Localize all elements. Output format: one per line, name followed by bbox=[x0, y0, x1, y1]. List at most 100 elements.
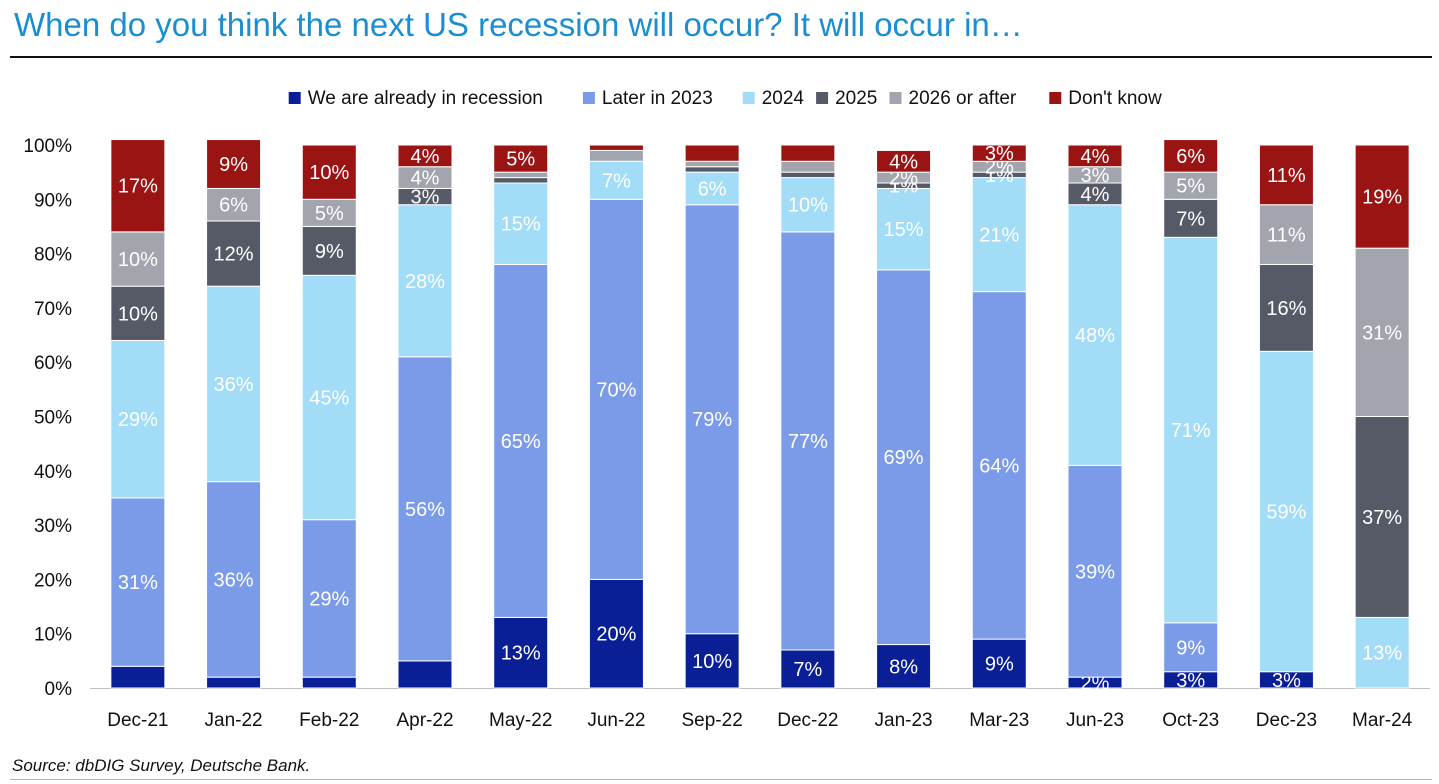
data-label: 3% bbox=[1081, 165, 1110, 187]
data-label: 10% bbox=[309, 162, 349, 184]
legend-item: Later in 2023 bbox=[582, 88, 713, 109]
data-label: 10% bbox=[788, 195, 828, 217]
bar-segment bbox=[1163, 139, 1219, 173]
bar-segment bbox=[1067, 204, 1123, 466]
y-tick-label: 70% bbox=[34, 299, 72, 320]
bar-segment bbox=[684, 633, 740, 689]
bar-segment bbox=[971, 144, 1027, 162]
legend-item: 2025 bbox=[816, 88, 877, 109]
x-axis: Dec-21 Jan-22 Feb-22 Apr-22 May-22 Jun-22 Sep-… bbox=[107, 710, 1412, 731]
bar-segment bbox=[1354, 144, 1410, 249]
data-label: 4% bbox=[411, 168, 440, 190]
bar-segment bbox=[1163, 236, 1219, 624]
bar-segment bbox=[780, 144, 836, 162]
data-label: 36% bbox=[214, 569, 254, 591]
legend-swatch bbox=[1049, 92, 1062, 104]
data-label: 29% bbox=[118, 409, 158, 431]
x-tick-label: May-22 bbox=[489, 710, 552, 731]
bar-segment bbox=[301, 676, 357, 689]
data-label: 77% bbox=[788, 431, 828, 453]
bar-column-Feb-22: 29% 45% 9% 5% 10% bbox=[301, 144, 357, 689]
bar-segment bbox=[301, 225, 357, 276]
bar-segment bbox=[1163, 198, 1219, 238]
bar-column-Jun-23: 2% 39% 48% 4%3%4% bbox=[1067, 144, 1123, 695]
x-tick-label: Dec-22 bbox=[777, 710, 838, 731]
bar-segment bbox=[206, 285, 262, 483]
legend-swatch bbox=[889, 92, 902, 104]
data-label: 7% bbox=[602, 170, 631, 192]
data-label: 29% bbox=[309, 588, 349, 610]
legend-label: Later in 2023 bbox=[602, 88, 713, 109]
legend-label: 2025 bbox=[835, 88, 877, 109]
data-label: 59% bbox=[1266, 502, 1306, 524]
y-tick-label: 20% bbox=[34, 570, 72, 591]
data-label: 71% bbox=[1171, 420, 1211, 442]
bar-segment bbox=[206, 139, 262, 189]
bar-column-Apr-22: 56%28%3%4%4% bbox=[397, 144, 453, 689]
bar-segment bbox=[684, 204, 740, 635]
legend-label: We are already in recession bbox=[308, 88, 543, 109]
x-tick-label: Jun-23 bbox=[1066, 710, 1124, 731]
data-label: 69% bbox=[884, 447, 924, 469]
bar-segment bbox=[588, 160, 644, 200]
x-tick-label: Dec-23 bbox=[1256, 710, 1317, 731]
legend-item: 2024 bbox=[742, 88, 804, 109]
data-label: 64% bbox=[979, 455, 1019, 477]
bar-segment bbox=[1354, 416, 1410, 618]
bar-segment bbox=[110, 139, 166, 233]
bar-column-Jun-22: 20% 70% 7% bbox=[588, 144, 644, 689]
bottom-divider bbox=[10, 779, 1432, 780]
data-label: 8% bbox=[889, 656, 918, 678]
data-label: 20% bbox=[596, 624, 636, 646]
data-label: 31% bbox=[1362, 322, 1402, 344]
bar-segment bbox=[876, 149, 932, 173]
legend-swatch bbox=[816, 92, 829, 104]
data-label: 6% bbox=[219, 195, 248, 217]
bar-segment bbox=[780, 160, 836, 173]
bar-segment bbox=[1163, 622, 1219, 673]
data-label: 9% bbox=[315, 241, 344, 263]
bar-segment bbox=[1258, 263, 1314, 352]
legend-label: 2026 or after bbox=[909, 88, 1017, 109]
bar-segment bbox=[1258, 144, 1314, 206]
x-tick-label: Oct-23 bbox=[1162, 710, 1219, 731]
data-label: 10% bbox=[118, 303, 158, 325]
data-label: 31% bbox=[118, 572, 158, 594]
bar-segment bbox=[397, 144, 453, 168]
bar-segment bbox=[588, 144, 644, 151]
bar-segment bbox=[301, 144, 357, 200]
bar-segment bbox=[588, 578, 644, 689]
data-label: 13% bbox=[501, 643, 541, 665]
data-label: 36% bbox=[214, 374, 254, 396]
legend-item: 2026 or after bbox=[889, 88, 1017, 109]
data-label: 11% bbox=[1267, 165, 1306, 187]
data-label: 4% bbox=[1081, 184, 1110, 206]
legend-label: Don't know bbox=[1068, 88, 1162, 109]
legend-swatch bbox=[742, 92, 755, 104]
data-label: 10% bbox=[118, 249, 158, 271]
bar-segment bbox=[206, 220, 262, 287]
bar-segment bbox=[780, 177, 836, 233]
data-label: 13% bbox=[1362, 643, 1402, 665]
bar-segment bbox=[493, 263, 549, 618]
y-tick-label: 0% bbox=[45, 679, 73, 700]
data-label: 11% bbox=[1267, 225, 1306, 247]
bar-column-Jan-23: 8%69%15%1%2%4% bbox=[876, 149, 932, 689]
data-label: 15% bbox=[884, 219, 924, 241]
bar-segment bbox=[493, 616, 549, 689]
bar-segment bbox=[493, 171, 549, 179]
data-label: 10% bbox=[692, 651, 732, 673]
y-tick-label: 90% bbox=[34, 190, 72, 211]
legend-swatch bbox=[288, 92, 301, 104]
data-label: 2% bbox=[985, 157, 1014, 179]
data-label: 4% bbox=[1081, 146, 1110, 168]
bar-segment bbox=[493, 144, 549, 173]
data-label: 9% bbox=[219, 154, 248, 176]
legend-item: We are already in recession bbox=[288, 88, 543, 109]
data-label: 5% bbox=[1176, 176, 1205, 198]
data-label: 12% bbox=[214, 244, 254, 266]
bar-segment bbox=[110, 665, 166, 689]
data-label: 16% bbox=[1266, 298, 1306, 320]
y-tick-label: 80% bbox=[34, 245, 72, 266]
